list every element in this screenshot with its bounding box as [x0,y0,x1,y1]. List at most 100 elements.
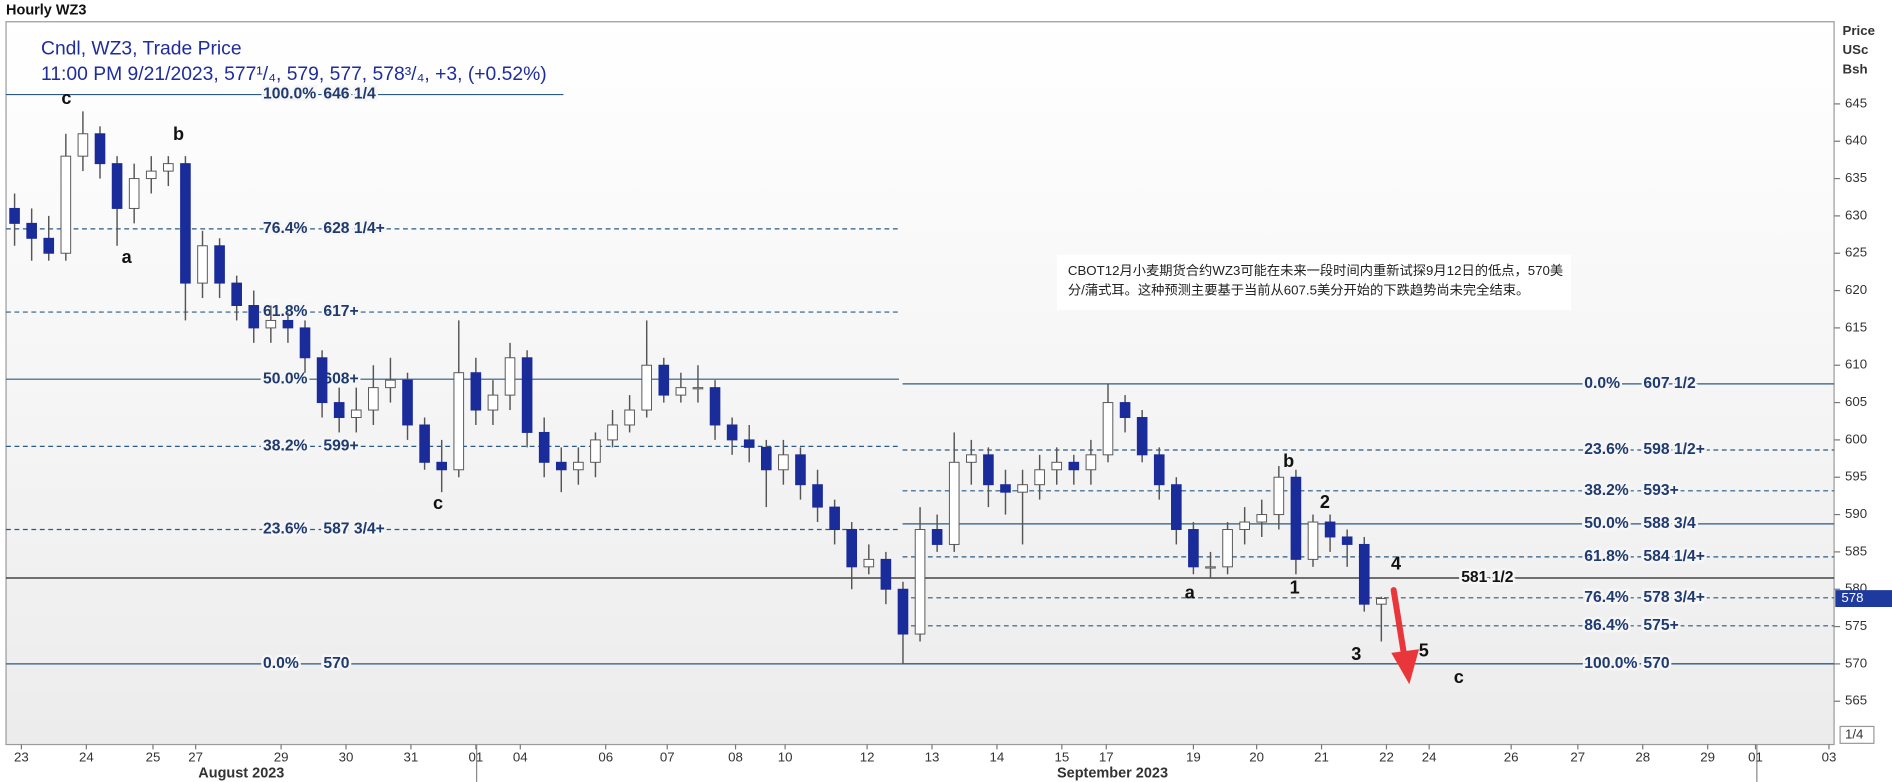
candle-body [1358,543,1370,605]
candle-body [368,387,379,411]
legend-line: Cndl, WZ3, Trade Price [41,39,242,60]
candle-body [26,222,37,239]
candle-body [248,305,260,329]
candle-body [1034,469,1045,486]
fib-pct: 76.4% [1584,589,1629,606]
wave-label: 1 [1290,578,1300,598]
candle-body [880,558,892,590]
note-line: CBOT12月小麦期货合约WZ3可能在未来一段时间内重新试探9月12日的低点，5… [1068,262,1563,278]
wave-label: 4 [1391,554,1401,574]
candle-body [145,170,157,180]
candle-body [333,402,345,418]
x-tick-label: 06 [598,749,613,764]
candle-body [60,155,72,254]
candle-body [521,357,533,433]
candle-body [299,327,311,359]
wave-label: 5 [1419,640,1429,660]
fib-pct: 50.0% [263,370,308,387]
y-tick-label: 600 [1845,431,1867,446]
fib-price: 575+ [1643,617,1678,634]
candle-body [983,454,994,486]
x-tick-label: 07 [660,749,675,764]
arrow [1390,587,1408,661]
y-tick-label: 635 [1845,170,1867,185]
y-tick-label: 605 [1845,394,1867,409]
y-tick-label: 595 [1845,469,1867,484]
fib-price: 584 1/4+ [1643,548,1704,565]
candle-body [453,372,465,471]
fib-price: 607 1/2 [1643,375,1696,392]
candle-body [658,364,670,396]
candle-body [675,387,687,396]
fib-pct: 0.0% [1584,375,1620,392]
last-price-box [1835,590,1892,608]
candle-body [180,163,191,284]
level-label: 581 1/2 [1461,569,1514,586]
candle-body [846,529,858,568]
candle-body [214,245,225,284]
x-tick-label: 17 [1099,749,1114,764]
wave-label: 2 [1320,492,1330,512]
x-tick-label: 19 [1186,749,1201,764]
candle-body [1188,529,1199,568]
candle-body [43,237,55,254]
candle-body [948,461,960,545]
y-tick-label: 610 [1845,357,1867,372]
candle-body [231,282,242,306]
candle-body [1205,566,1216,569]
fib-price: 599+ [323,438,358,455]
candle-body [94,133,106,165]
candle-body [419,424,430,463]
fib-pct: 38.2% [263,438,308,455]
x-tick-label: 24 [1422,749,1437,764]
fib-pct: 38.2% [1584,482,1629,499]
x-tick-label: 27 [188,749,203,764]
y-tick-label: 615 [1845,319,1867,334]
chart-title: Hourly WZ3 [6,3,86,19]
candle-body [1273,476,1285,516]
x-tick-label: 29 [1700,749,1715,764]
candle-body [743,439,755,448]
note-box [1057,254,1572,311]
wave-label: c [61,88,71,108]
x-tick-label: 25 [146,749,161,764]
x-tick-label: 31 [404,749,419,764]
y-tick-label: 645 [1845,95,1867,110]
wave-label: c [433,493,443,513]
x-tick-label: 12 [860,749,875,764]
candle-body [1324,521,1336,538]
x-tick-label: 03 [1822,749,1837,764]
candle-body [9,207,20,224]
fib-price: 646 1/4 [323,86,376,103]
x-tick-label: 08 [728,749,743,764]
candle-body [760,446,772,471]
x-tick-label: 26 [1504,749,1519,764]
candle-body [1341,536,1353,545]
fib-price: 570 [323,655,349,672]
y-tick-label: 565 [1845,693,1867,708]
candle-body [914,529,926,635]
axis-label: Bsh [1843,62,1868,77]
y-tick-label: 575 [1845,618,1867,633]
candle-body [350,409,362,418]
wave-label: b [1283,451,1294,471]
x-tick-label: 20 [1249,749,1264,764]
fib-price: 578 3/4+ [1643,589,1704,606]
x-tick-label: 28 [1635,749,1650,764]
candle-body [931,529,943,545]
fib-pct: 61.8% [263,303,308,320]
y-tick-label: 570 [1845,655,1867,670]
candle-body [1171,484,1182,530]
x-tick-label: 01 [1748,749,1763,764]
fib-pct: 23.6% [1584,441,1629,458]
wave-label: b [173,124,184,144]
fib-price: 587 3/4+ [323,521,384,538]
fib-price: 598 1/2+ [1643,441,1704,458]
scale-box [1839,725,1875,744]
last-price-label: 578 [1841,590,1863,605]
x-tick-label: 23 [14,749,29,764]
fib-pct: 100.0% [263,86,316,103]
candle-body [966,454,977,463]
candle-body [1222,529,1233,568]
